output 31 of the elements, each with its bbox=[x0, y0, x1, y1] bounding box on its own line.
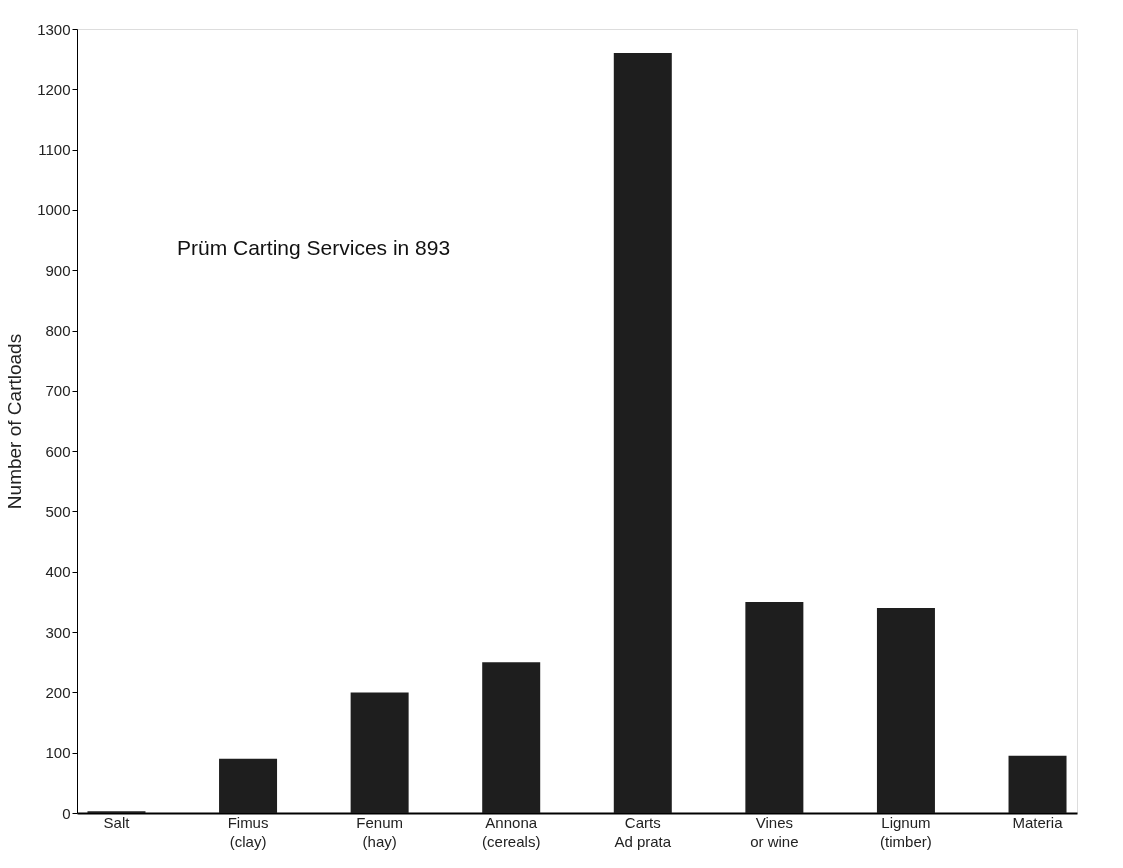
bar bbox=[350, 692, 409, 813]
x-tick-label: Fenum (hay) bbox=[356, 813, 403, 850]
x-tick-label: Vines or wine bbox=[750, 813, 799, 850]
y-tick-label: 400 bbox=[45, 563, 71, 581]
bar bbox=[219, 758, 278, 813]
y-tick-label: 900 bbox=[45, 261, 71, 279]
annotation: Prüm Carting Services in 893 bbox=[177, 236, 451, 259]
x-tick-label: Carts Ad prata bbox=[614, 813, 672, 850]
y-tick-label: 200 bbox=[45, 683, 71, 701]
bar bbox=[876, 607, 935, 813]
y-tick-label: 0 bbox=[62, 804, 71, 822]
y-tick-label: 500 bbox=[45, 502, 71, 520]
x-tick-label: Lignum (timber) bbox=[880, 813, 932, 850]
y-tick-label: 600 bbox=[45, 442, 71, 460]
y-tick-label: 800 bbox=[45, 322, 71, 340]
bar bbox=[745, 601, 804, 813]
bar bbox=[482, 662, 541, 813]
y-tick-label: 1300 bbox=[37, 20, 71, 38]
y-axis-title: Number of Cartloads bbox=[4, 333, 26, 510]
y-tick-label: 300 bbox=[45, 623, 71, 641]
y-tick-label: 1200 bbox=[37, 80, 71, 98]
x-tick-label: Materia bbox=[1012, 813, 1064, 831]
y-tick-label: 1100 bbox=[38, 141, 71, 159]
x-tick-label: Fimus (clay) bbox=[227, 813, 269, 850]
bar bbox=[613, 53, 672, 813]
y-tick-label: 1000 bbox=[37, 201, 71, 219]
x-tick-label: Annona (cereals) bbox=[482, 813, 541, 850]
bar bbox=[1008, 755, 1067, 813]
y-tick-label: 700 bbox=[45, 382, 71, 400]
x-tick-label: Salt bbox=[103, 813, 131, 831]
y-tick-label: 100 bbox=[45, 744, 71, 762]
